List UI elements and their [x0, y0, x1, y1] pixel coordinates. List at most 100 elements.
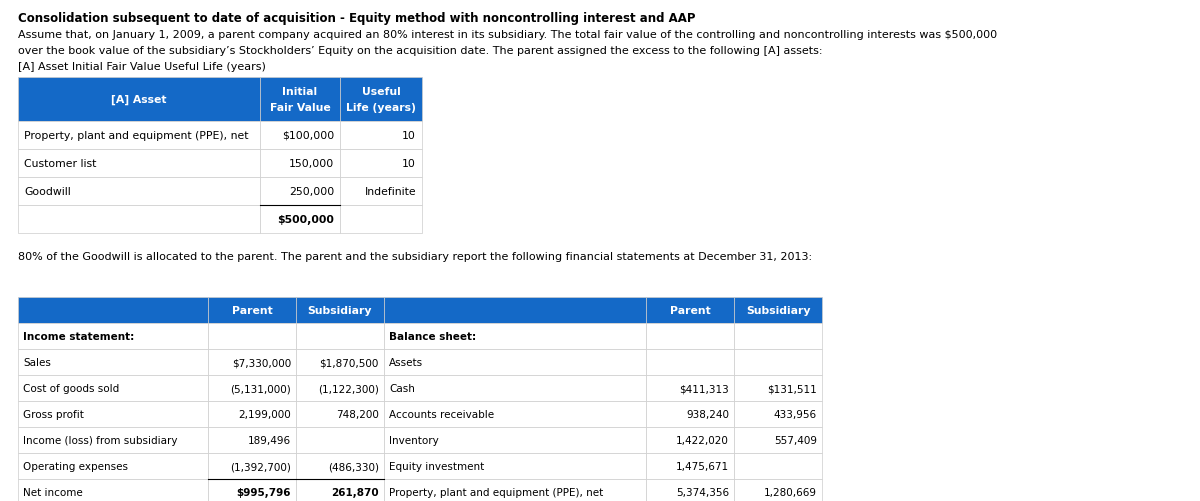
Text: Indefinite: Indefinite: [365, 187, 416, 196]
Text: [A] Asset Initial Fair Value Useful Life (years): [A] Asset Initial Fair Value Useful Life…: [18, 62, 266, 72]
Bar: [734, 453, 822, 479]
Bar: [18, 323, 208, 349]
Text: (5,131,000): (5,131,000): [230, 383, 292, 393]
Text: 1,280,669: 1,280,669: [764, 487, 817, 497]
Text: Consolidation subsequent to date of acquisition - Equity method with noncontroll: Consolidation subsequent to date of acqu…: [18, 12, 696, 25]
Bar: [18, 150, 260, 178]
Bar: [260, 150, 340, 178]
Text: 557,409: 557,409: [774, 435, 817, 445]
Bar: [646, 401, 734, 427]
Bar: [646, 298, 734, 323]
Text: 5,374,356: 5,374,356: [676, 487, 730, 497]
Text: Operating expenses: Operating expenses: [23, 461, 128, 471]
Text: (1,392,700): (1,392,700): [230, 461, 292, 471]
Bar: [734, 349, 822, 375]
Text: Assume that, on January 1, 2009, a parent company acquired an 80% interest in it: Assume that, on January 1, 2009, a paren…: [18, 30, 997, 40]
Bar: [384, 298, 646, 323]
Bar: [208, 349, 296, 375]
Bar: [296, 323, 384, 349]
Bar: [18, 401, 208, 427]
Bar: [296, 479, 384, 501]
Bar: [296, 453, 384, 479]
Text: Customer list: Customer list: [24, 159, 96, 169]
Bar: [384, 453, 646, 479]
Bar: [734, 427, 822, 453]
Text: Property, plant and equipment (PPE), net: Property, plant and equipment (PPE), net: [389, 487, 604, 497]
Text: 1,422,020: 1,422,020: [676, 435, 730, 445]
Text: Income statement:: Income statement:: [23, 331, 134, 341]
Text: 189,496: 189,496: [248, 435, 292, 445]
Text: 150,000: 150,000: [289, 159, 334, 169]
Text: Cost of goods sold: Cost of goods sold: [23, 383, 119, 393]
Bar: [734, 298, 822, 323]
Text: $131,511: $131,511: [767, 383, 817, 393]
Bar: [340, 178, 422, 205]
Bar: [18, 178, 260, 205]
Text: Net income: Net income: [23, 487, 83, 497]
Text: 748,200: 748,200: [336, 409, 379, 419]
Text: 250,000: 250,000: [289, 187, 334, 196]
Text: Sales: Sales: [23, 357, 50, 367]
Bar: [384, 375, 646, 401]
Bar: [208, 323, 296, 349]
Bar: [734, 375, 822, 401]
Text: 10: 10: [402, 159, 416, 169]
Text: over the book value of the subsidiary’s Stockholders’ Equity on the acquisition : over the book value of the subsidiary’s …: [18, 46, 822, 56]
Bar: [734, 401, 822, 427]
Text: Subsidiary: Subsidiary: [745, 306, 810, 315]
Bar: [296, 427, 384, 453]
Bar: [734, 323, 822, 349]
Bar: [18, 78, 260, 122]
Bar: [296, 349, 384, 375]
Bar: [646, 349, 734, 375]
Bar: [208, 453, 296, 479]
Bar: [208, 401, 296, 427]
Text: (1,122,300): (1,122,300): [318, 383, 379, 393]
Text: Equity investment: Equity investment: [389, 461, 485, 471]
Text: Property, plant and equipment (PPE), net: Property, plant and equipment (PPE), net: [24, 131, 248, 141]
Text: Income (loss) from subsidiary: Income (loss) from subsidiary: [23, 435, 178, 445]
Text: 261,870: 261,870: [331, 487, 379, 497]
Bar: [296, 298, 384, 323]
Text: $411,313: $411,313: [679, 383, 730, 393]
Text: 938,240: 938,240: [686, 409, 730, 419]
Text: 80% of the Goodwill is allocated to the parent. The parent and the subsidiary re: 80% of the Goodwill is allocated to the …: [18, 252, 812, 262]
Bar: [18, 122, 260, 150]
Bar: [340, 78, 422, 122]
Bar: [384, 349, 646, 375]
Text: Useful: Useful: [361, 87, 401, 97]
Bar: [646, 427, 734, 453]
Text: Goodwill: Goodwill: [24, 187, 71, 196]
Bar: [260, 122, 340, 150]
Bar: [260, 78, 340, 122]
Bar: [18, 298, 208, 323]
Bar: [18, 479, 208, 501]
Bar: [384, 479, 646, 501]
Bar: [296, 401, 384, 427]
Bar: [646, 479, 734, 501]
Text: (486,330): (486,330): [328, 461, 379, 471]
Bar: [646, 375, 734, 401]
Text: $100,000: $100,000: [282, 131, 334, 141]
Text: $1,870,500: $1,870,500: [319, 357, 379, 367]
Bar: [260, 178, 340, 205]
Bar: [384, 427, 646, 453]
Bar: [18, 427, 208, 453]
Text: Accounts receivable: Accounts receivable: [389, 409, 494, 419]
Text: $995,796: $995,796: [236, 487, 292, 497]
Bar: [208, 375, 296, 401]
Text: Cash: Cash: [389, 383, 415, 393]
Bar: [208, 427, 296, 453]
Bar: [340, 205, 422, 233]
Text: Assets: Assets: [389, 357, 424, 367]
Text: Initial: Initial: [282, 87, 318, 97]
Text: Fair Value: Fair Value: [270, 103, 330, 113]
Text: $7,330,000: $7,330,000: [232, 357, 292, 367]
Text: Gross profit: Gross profit: [23, 409, 84, 419]
Bar: [18, 349, 208, 375]
Text: 10: 10: [402, 131, 416, 141]
Bar: [340, 122, 422, 150]
Text: Parent: Parent: [670, 306, 710, 315]
Bar: [384, 323, 646, 349]
Text: [A] Asset: [A] Asset: [112, 95, 167, 105]
